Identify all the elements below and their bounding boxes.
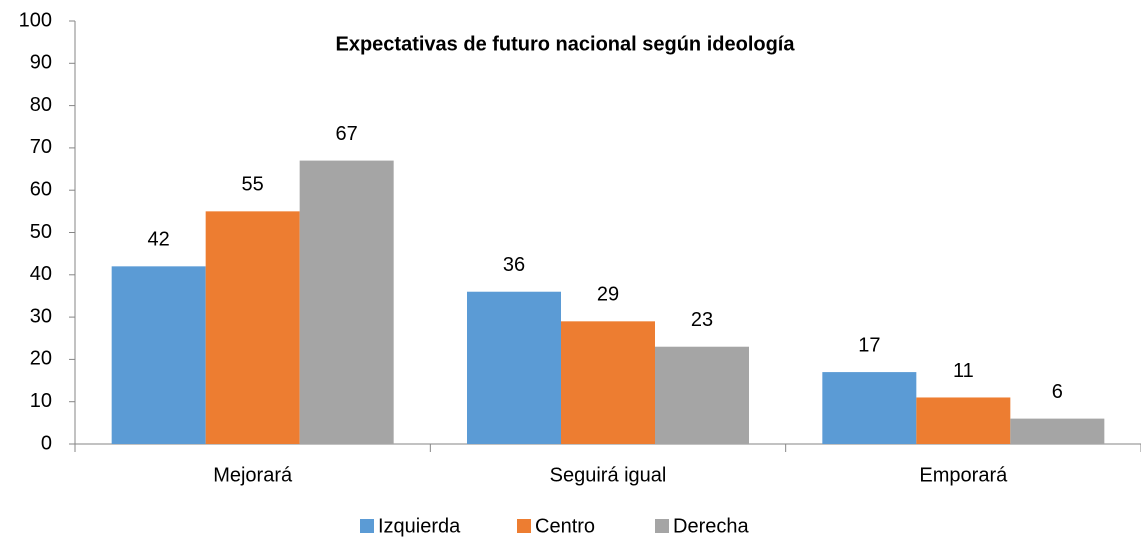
y-tick-label: 90	[30, 52, 52, 74]
y-tick-label: 70	[30, 136, 52, 158]
x-tick-label: Seguirá igual	[550, 464, 667, 486]
data-label: 42	[148, 229, 170, 251]
legend-label: Centro	[535, 515, 595, 537]
bar	[111, 266, 206, 444]
data-label: 23	[691, 309, 713, 331]
legend-swatch	[655, 519, 669, 533]
data-label: 36	[503, 254, 525, 276]
y-tick-label: 20	[30, 348, 52, 370]
y-tick-label: 40	[30, 263, 52, 285]
legend-swatch	[360, 519, 374, 533]
y-tick-label: 100	[19, 9, 52, 31]
y-tick-label: 50	[30, 221, 52, 243]
bar	[467, 291, 561, 444]
data-label: 55	[242, 174, 264, 196]
y-tick-label: 10	[30, 390, 52, 412]
y-tick-label: 60	[30, 178, 52, 200]
legend-swatch	[517, 519, 531, 533]
bar	[822, 372, 917, 444]
y-tick-label: 30	[30, 305, 52, 327]
data-label: 67	[336, 123, 358, 145]
y-tick-label: 80	[30, 94, 52, 116]
bar	[916, 397, 1011, 444]
bar	[299, 160, 394, 444]
data-label: 29	[597, 284, 619, 306]
data-label: 11	[953, 360, 974, 382]
legend-label: Izquierda	[378, 515, 461, 537]
bar	[205, 211, 300, 444]
x-tick-label: Mejorará	[213, 464, 293, 486]
data-label: 6	[1052, 381, 1063, 403]
bar	[655, 346, 749, 444]
y-tick-label: 0	[41, 432, 52, 454]
chart-title: Expectativas de futuro nacional según id…	[336, 33, 796, 55]
data-label: 17	[858, 334, 880, 356]
bar	[561, 321, 655, 444]
x-tick-label: Emporará	[919, 464, 1008, 486]
legend-label: Derecha	[673, 515, 749, 537]
bar	[1010, 418, 1105, 444]
